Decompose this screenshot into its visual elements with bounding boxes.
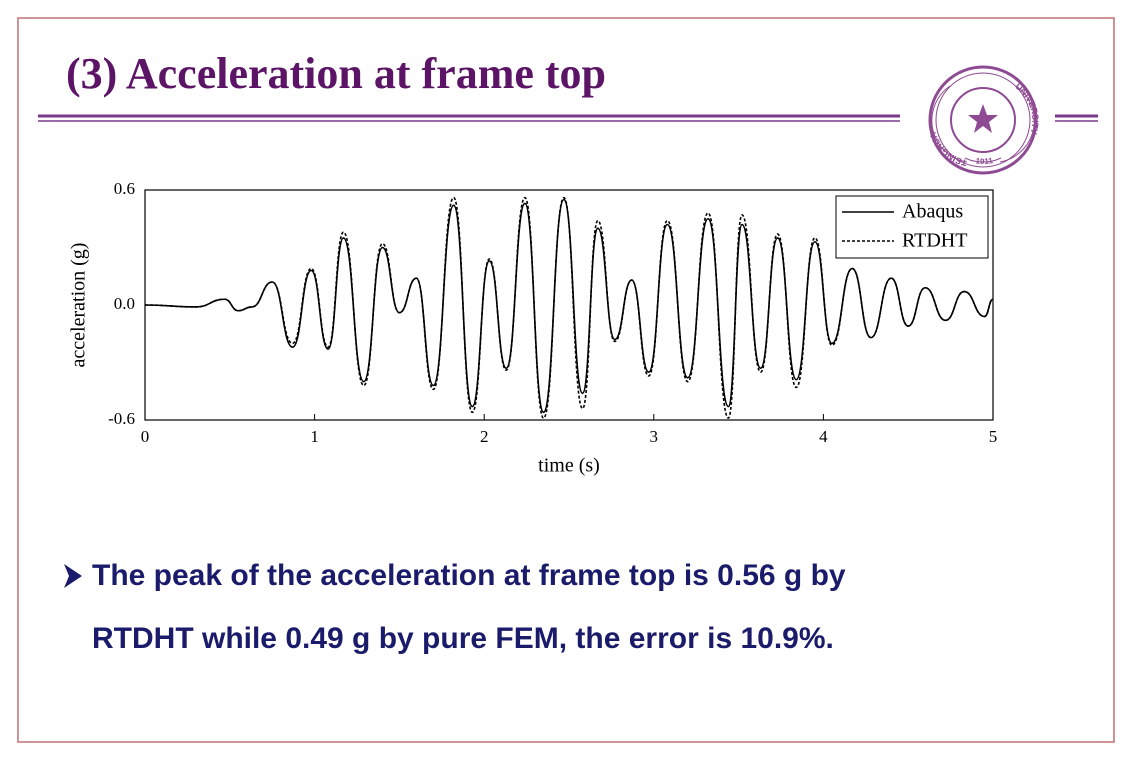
slide-border <box>17 17 1115 743</box>
x-tick-label: 5 <box>989 427 998 446</box>
x-tick-label: 3 <box>650 427 659 446</box>
logo-text: 1911 <box>975 156 994 166</box>
x-axis-label: time (s) <box>538 455 600 477</box>
x-tick-label: 2 <box>480 427 489 446</box>
y-tick-label: -0.6 <box>108 409 135 428</box>
legend-label: RTDHT <box>902 230 967 252</box>
x-tick-label: 1 <box>310 427 319 446</box>
slide-title: (3) Acceleration at frame top <box>66 49 606 98</box>
bullet: The peak of the acceleration at frame to… <box>92 559 846 655</box>
y-tick-label: 0.6 <box>114 179 135 198</box>
logo-right: UNIVERSITY <box>1013 81 1040 135</box>
logo <box>928 65 1038 175</box>
y-tick-label: 0.0 <box>114 294 135 313</box>
x-tick-label: 4 <box>819 427 828 446</box>
legend-label: Abaqus <box>902 201 963 223</box>
bullet-text: RTDHT while 0.49 g by pure FEM, the erro… <box>92 622 834 655</box>
y-axis-label: acceleration (g) <box>68 243 90 368</box>
logo-text: UNIVERSITY <box>1013 81 1040 135</box>
series-line <box>144 198 994 414</box>
bullet-arrow <box>64 564 82 588</box>
logo-text: TSINGHUA <box>928 130 968 167</box>
bullet-text: The peak of the acceleration at frame to… <box>92 559 846 592</box>
legend-box <box>835 195 989 259</box>
logo-left: TSINGHUA <box>928 130 968 167</box>
title-rule <box>38 114 1098 122</box>
chart: -0.6 0.0 0.6 0 1 2 3 4 5 time (s) acceleration (g)… <box>68 179 998 477</box>
logo-year: 1911 <box>975 156 994 166</box>
series-line <box>144 196 994 419</box>
x-tick-label: 0 <box>141 427 150 446</box>
